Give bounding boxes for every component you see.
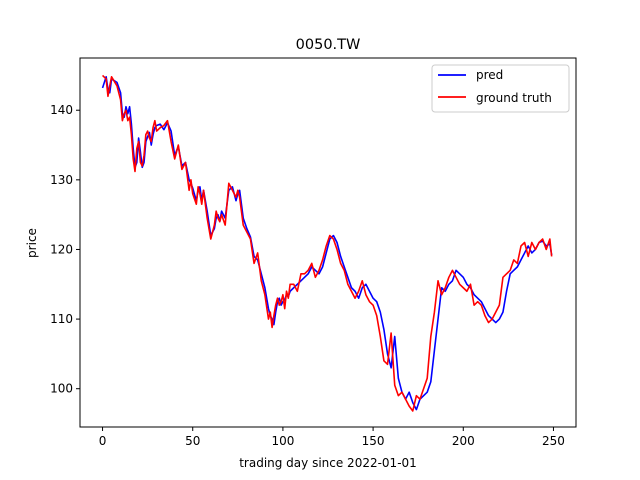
y-tick-label: 110 [50,312,73,326]
y-tick-label: 120 [50,242,73,256]
plot-frame [79,57,577,428]
legend-box [431,64,570,113]
x-tick-label: 50 [185,434,200,448]
legend: pred ground truth [431,64,570,113]
legend-label-ground-truth: ground truth [476,91,552,105]
y-tick-label: 100 [50,382,73,396]
x-tick-label: 100 [271,434,294,448]
x-axis-label: trading day since 2022-01-01 [239,456,417,470]
y-tick-label: 130 [50,173,73,187]
y-axis: 100 110 120 130 140 [50,103,80,396]
series-line-ground-truth [101,74,553,412]
x-tick-label: 200 [452,434,475,448]
x-tick-label: 250 [542,434,565,448]
y-axis-label: price [25,228,39,258]
chart-title: 0050.TW [296,37,361,53]
x-axis: 0 50 100 150 200 250 [99,427,565,448]
legend-label-pred: pred [476,68,503,82]
y-tick-label: 140 [50,103,73,117]
x-tick-label: 0 [99,434,107,448]
x-tick-label: 150 [362,434,385,448]
series-layer [101,74,553,412]
